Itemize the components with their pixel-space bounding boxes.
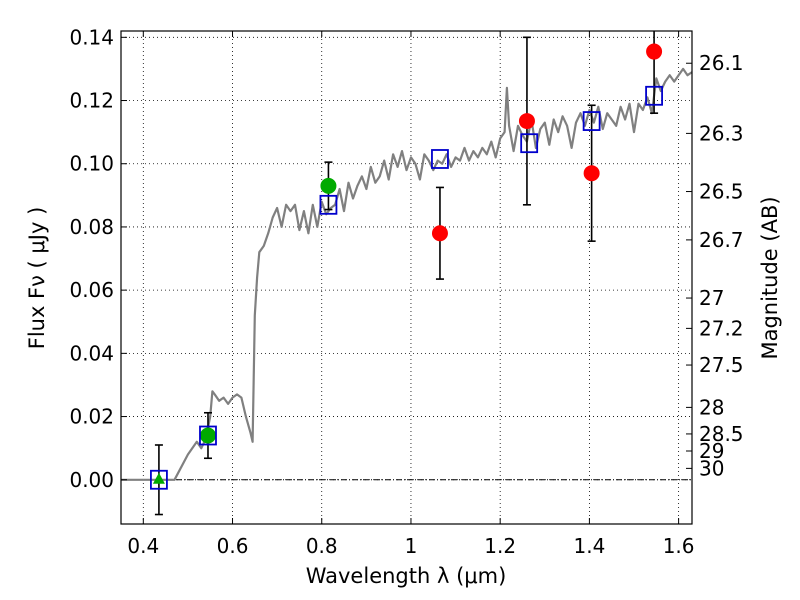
mag-tick-label: 28 bbox=[699, 395, 724, 419]
detections-red-point bbox=[646, 43, 663, 60]
detections-red-point bbox=[583, 165, 600, 182]
y-tick-label: 0.12 bbox=[69, 89, 114, 113]
model-photometry-square bbox=[150, 469, 168, 490]
model-photometry-square bbox=[199, 425, 217, 446]
mag-tick-label: 27.2 bbox=[699, 316, 744, 340]
x-tick-label: 0.4 bbox=[127, 534, 159, 558]
x-tick-label: 1.6 bbox=[663, 534, 695, 558]
mag-tick-label: 28.5 bbox=[699, 422, 744, 446]
x-tick-label: 1.2 bbox=[484, 534, 516, 558]
mag-tick-label: 26.5 bbox=[699, 180, 744, 204]
y-tick-label: 0.14 bbox=[69, 25, 114, 49]
mag-tick-label: 30 bbox=[699, 456, 724, 480]
spectrum-line bbox=[121, 67, 693, 481]
y-tick-label: 0.08 bbox=[69, 215, 114, 239]
x-tick-label: 0.6 bbox=[217, 534, 249, 558]
y-tick-label: 0.00 bbox=[69, 468, 114, 492]
axis-ticks: 0.4 0.6 0.8 1 1.2 1.4 1.6 0.00 0.02 0.04 0.06 0.08 0… bbox=[69, 25, 743, 558]
plot-frame bbox=[120, 30, 693, 525]
mag-tick-label: 26.7 bbox=[699, 228, 744, 252]
x-tick-label: 1 bbox=[405, 534, 418, 558]
model-photometry-square bbox=[582, 111, 601, 131]
mag-tick-label: 27 bbox=[699, 286, 724, 310]
model-photometry-square bbox=[431, 149, 449, 169]
x-axis-label: Wavelength λ (μm) bbox=[306, 564, 507, 588]
model-photometry-square bbox=[645, 85, 663, 106]
model-photometry-square bbox=[319, 194, 338, 215]
y-tick-label: 0.10 bbox=[69, 152, 114, 176]
y-tick-label: 0.02 bbox=[69, 405, 114, 429]
detections-green-point bbox=[199, 427, 216, 444]
y-tick-label: 0.04 bbox=[69, 341, 114, 365]
data-marks bbox=[121, 31, 693, 516]
detections-green-point bbox=[320, 177, 337, 194]
y-tick-label: 0.06 bbox=[69, 278, 114, 302]
x-tick-label: 0.8 bbox=[306, 534, 338, 558]
detections-red-point bbox=[431, 225, 448, 242]
x-tick-label: 1.4 bbox=[573, 534, 605, 558]
mag-tick-label: 27.5 bbox=[699, 353, 744, 377]
detections-red-point bbox=[518, 113, 535, 130]
mag-tick-label: 26.1 bbox=[699, 51, 744, 75]
y2-axis-label: Magnitude (AB) bbox=[758, 196, 782, 359]
mag-tick-label: 26.3 bbox=[699, 121, 744, 145]
upper-limit-triangle bbox=[152, 472, 165, 484]
plot-background bbox=[121, 31, 692, 524]
model-photometry-square bbox=[520, 133, 539, 154]
mag-tick-label: 29 bbox=[699, 439, 724, 463]
y-axis-label: Flux Fν ( μJy ) bbox=[25, 207, 49, 350]
